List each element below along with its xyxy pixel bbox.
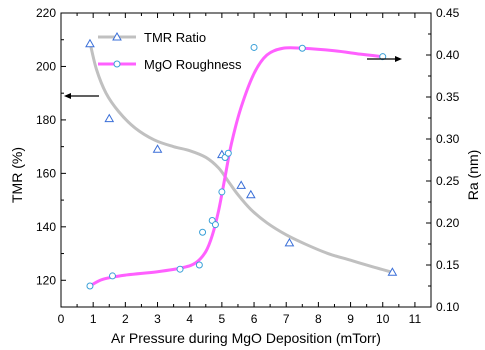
series-layer — [85, 38, 398, 290]
arrow-left-head — [64, 93, 71, 99]
mgo-roughness-data-point — [379, 53, 387, 61]
x-tick-label: 9 — [347, 312, 354, 326]
x-tick-label: 10 — [376, 312, 390, 326]
tmr-ratio-fit-line — [88, 40, 394, 274]
mgo-roughness-data-point — [224, 149, 232, 157]
y-left-axis-title: TMR (%) — [9, 147, 25, 203]
mgo-roughness-data-point — [298, 44, 306, 52]
tmr-ratio-data-point — [104, 113, 115, 123]
y-right-tick-label: 0.25 — [436, 174, 460, 188]
mgo-roughness-data-point — [108, 272, 116, 280]
tmr-ratio-data-point — [85, 38, 95, 48]
mgo-roughness-data-point — [211, 221, 219, 229]
y-right-tick-label: 0.30 — [436, 132, 460, 146]
ticks: 0 1 2 3 4 5 6 7 8 9 10 11 120 140 160 180 200 220 0.10 0.15… — [36, 6, 460, 326]
mgo-roughness-data-point — [199, 228, 207, 236]
tmr-ratio-data-point — [236, 180, 247, 189]
y-right-tick-label: 0.10 — [436, 300, 460, 314]
legend-label-roughness: MgO Roughness — [144, 57, 242, 72]
x-tick-label: 3 — [154, 312, 161, 326]
x-tick-label: 6 — [251, 312, 258, 326]
tmr-ratio-data-point — [152, 144, 163, 153]
x-tick-label: 8 — [315, 312, 322, 326]
legend-label-tmr: TMR Ratio — [144, 30, 206, 45]
mgo-roughness-data-point — [250, 43, 258, 51]
y-right-axis-title: Ra (nm) — [465, 150, 481, 201]
x-tick-label: 5 — [219, 312, 226, 326]
mgo-roughness-data-point — [86, 282, 94, 290]
tmr-ratio-data-point — [284, 237, 295, 247]
x-tick-label: 4 — [186, 312, 193, 326]
mgo-roughness-data-point — [176, 265, 184, 273]
y-left-tick-label: 180 — [36, 113, 56, 127]
y-left-tick-label: 220 — [36, 6, 56, 20]
mgo-roughness-data-point — [195, 261, 203, 269]
legend-marker-tmr — [112, 31, 122, 41]
y-left-tick-label: 140 — [36, 220, 56, 234]
legend-marker-roughness — [113, 60, 121, 68]
y-left-tick-label: 200 — [36, 59, 56, 73]
y-right-tick-label: 0.45 — [436, 6, 460, 20]
y-left-tick-label: 160 — [36, 166, 56, 180]
x-axis-title: Ar Pressure during MgO Deposition (mTorr… — [111, 330, 381, 346]
y-left-tick-label: 120 — [36, 273, 56, 287]
x-tick-label: 1 — [90, 312, 97, 326]
legend: TMR Ratio MgO Roughness — [98, 30, 242, 72]
x-tick-label: 0 — [58, 312, 65, 326]
tmr-ratio-data-point — [387, 267, 398, 276]
axis-arrows — [64, 56, 402, 99]
y-right-tick-label: 0.15 — [436, 258, 460, 272]
x-tick-label: 7 — [283, 312, 290, 326]
mgo-roughness-data-point — [218, 188, 226, 196]
y-right-tick-label: 0.40 — [436, 48, 460, 62]
arrow-right-head — [395, 56, 402, 62]
y-right-tick-label: 0.35 — [436, 90, 460, 104]
tmr-ratio-data-point — [245, 189, 256, 199]
y-right-tick-label: 0.20 — [436, 216, 460, 230]
x-tick-label: 2 — [122, 312, 129, 326]
x-tick-label: 11 — [409, 312, 422, 326]
